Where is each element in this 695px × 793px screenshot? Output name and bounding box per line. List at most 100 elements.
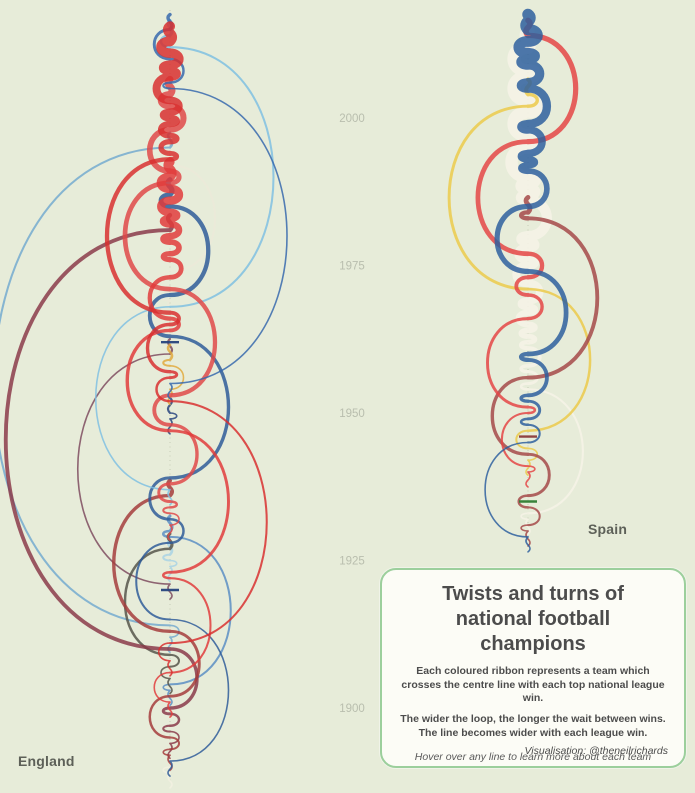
ribbon-loop[interactable] [160,665,171,680]
ribbon-tail[interactable] [162,21,178,47]
ribbon-loop[interactable] [169,559,178,568]
ribbon-loop[interactable] [169,87,288,385]
ribbon-loop[interactable] [526,287,592,432]
ribbon-loop[interactable] [526,357,549,398]
ribbon-loop[interactable] [147,275,173,321]
ribbon-loop[interactable] [169,365,185,391]
ribbon-tail[interactable] [167,524,173,541]
ribbon-loop[interactable] [168,653,180,668]
ribbon-loop[interactable] [168,400,268,645]
ribbon-loop[interactable] [168,423,199,486]
ribbon-tail[interactable] [166,343,174,362]
ribbon-tail[interactable] [163,157,177,182]
ribbon-loop[interactable] [168,316,181,333]
ribbon-loop[interactable] [123,547,172,657]
ribbon-tail[interactable] [525,536,531,553]
ribbon-loop[interactable] [145,322,172,374]
ribbon-loop[interactable] [152,393,172,427]
ribbon[interactable] [484,8,569,553]
ribbon-loop[interactable] [155,376,172,403]
ribbon-loop[interactable] [524,126,546,158]
ribbon-loop[interactable] [148,476,172,521]
ribbon-loop[interactable] [525,168,550,210]
ribbon-loop[interactable] [112,493,172,633]
ribbon-loop[interactable] [3,228,172,651]
ribbon-loop[interactable] [168,429,230,574]
ribbon-loop[interactable] [526,399,542,421]
ribbon-loop[interactable] [517,494,530,509]
ribbon-loop[interactable] [168,310,181,327]
ribbon-loop[interactable] [135,541,172,621]
ribbon-loop[interactable] [519,382,530,391]
ribbon-loop[interactable] [168,334,231,480]
ribbon-loop[interactable] [527,447,539,461]
ribbon-loop[interactable] [162,358,172,367]
ribbon-loop[interactable] [168,164,217,273]
ribbon-loop[interactable] [486,317,530,409]
ribbon-loop[interactable] [526,405,537,415]
ribbon-tail[interactable] [167,488,173,506]
ribbon-loop[interactable] [94,306,171,491]
ribbon-loop[interactable] [520,512,529,520]
ribbon-loop[interactable] [526,216,600,380]
ribbon-loop[interactable] [525,251,545,280]
ribbon-loop[interactable] [169,618,230,762]
ribbon-loop[interactable] [447,104,530,291]
ribbon-loop[interactable] [168,46,275,308]
ribbon-loop[interactable] [526,346,542,368]
ribbon-tail[interactable] [167,689,173,707]
ribbon-loop[interactable] [519,364,530,374]
ribbon-loop[interactable] [162,81,172,90]
ribbon-loop[interactable] [153,671,171,703]
ribbon-tail[interactable] [525,471,531,488]
ribbon[interactable] [125,157,230,718]
ribbon-loop[interactable] [490,375,530,456]
ribbon-loop[interactable] [520,524,529,532]
ribbon-loop[interactable] [162,506,172,515]
ribbon-loop[interactable] [168,370,179,380]
ribbon[interactable] [0,131,180,653]
ribbon-loop[interactable] [148,694,172,739]
ribbon-loop[interactable] [522,195,552,242]
ribbon[interactable] [112,478,201,771]
ribbon-loop[interactable] [523,84,552,129]
ribbon-loop[interactable] [519,393,530,403]
ribbon-loop[interactable] [167,257,184,280]
ribbon-loop[interactable] [162,553,172,562]
ribbon-loop[interactable] [526,388,584,515]
ribbon-loop[interactable] [494,203,531,274]
ribbon-loop[interactable] [515,429,530,450]
ribbon-tail[interactable] [167,701,173,718]
ribbon-loop[interactable] [169,512,180,526]
ribbon-loop[interactable] [475,139,531,257]
ribbon-tail[interactable] [167,760,173,777]
ribbon-loop[interactable] [162,571,172,580]
ribbon[interactable] [122,75,218,541]
ribbon-loop[interactable] [519,417,530,427]
ribbon-loop[interactable] [526,92,539,108]
ribbon-tail[interactable] [167,565,173,583]
ribbon-loop[interactable] [526,423,541,444]
ribbon-loop[interactable] [166,103,187,133]
ribbon-loop[interactable] [162,724,172,733]
ribbon[interactable] [447,77,592,476]
ribbon-loop[interactable] [169,412,178,420]
ribbon-loop[interactable] [527,465,536,473]
ribbon-loop[interactable] [122,180,173,292]
ribbon-loop[interactable] [169,730,180,745]
ribbon-loop[interactable] [484,441,529,538]
ribbon-loop[interactable] [147,293,172,339]
ribbon-tail[interactable] [167,382,173,400]
ribbon-loop[interactable] [104,157,173,315]
ribbon-loop[interactable] [168,517,185,545]
ribbon-loop[interactable] [168,736,180,751]
ribbon-tail[interactable] [525,518,531,535]
ribbon-loop[interactable] [167,286,218,398]
ribbon-tail[interactable] [525,530,531,547]
ribbon-loop[interactable] [526,506,541,527]
ribbon[interactable] [104,21,268,677]
ribbon-loop[interactable] [525,269,569,357]
ribbon-loop[interactable] [526,293,544,321]
ribbon-loop[interactable] [0,146,172,627]
ribbon[interactable] [490,195,600,547]
